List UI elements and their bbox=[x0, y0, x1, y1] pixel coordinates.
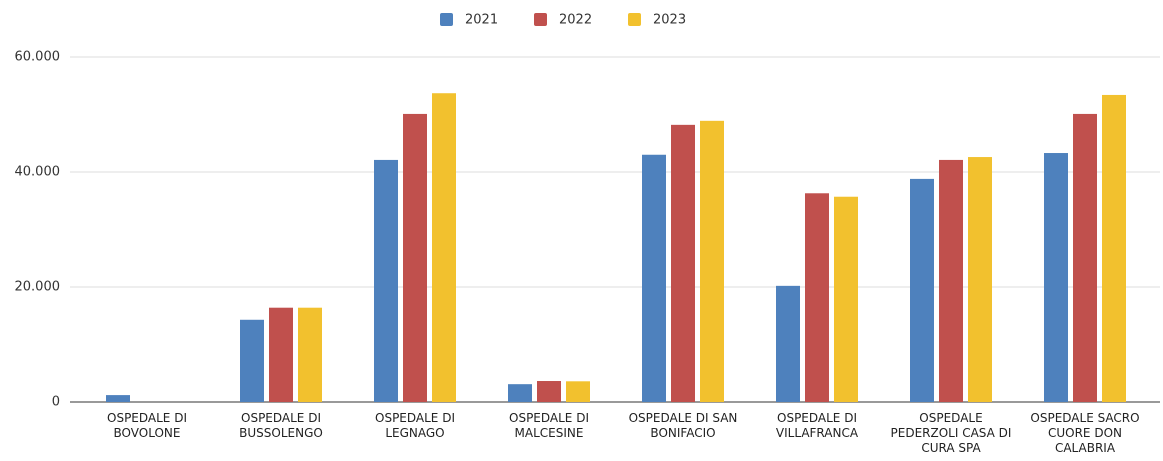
bar bbox=[106, 395, 130, 402]
legend-swatch bbox=[440, 13, 453, 26]
bar bbox=[834, 196, 858, 402]
x-tick-label: OSPEDALE DI VILLAFRANCA bbox=[775, 411, 859, 440]
x-tick-label: OSPEDALE DI MALCESINE bbox=[509, 411, 589, 440]
legend-label: 2023 bbox=[653, 13, 686, 28]
bar bbox=[1073, 113, 1097, 403]
bar bbox=[537, 381, 561, 402]
y-tick-label: 40.000 bbox=[15, 165, 61, 180]
x-tick-label: OSPEDALE DI SAN BONIFACIO bbox=[628, 411, 738, 440]
bar bbox=[403, 113, 427, 403]
y-tick-label: 0 bbox=[52, 395, 60, 410]
legend-label: 2021 bbox=[465, 13, 498, 28]
bar bbox=[240, 319, 264, 402]
y-tick-label: 20.000 bbox=[15, 280, 61, 295]
bar bbox=[269, 307, 293, 402]
bar bbox=[374, 159, 398, 402]
legend-swatch bbox=[628, 13, 641, 26]
x-tick-label: OSPEDALE SACRO CUORE DON CALABRIA bbox=[1030, 411, 1140, 455]
x-tick-label: OSPEDALE DI BOVOLONE bbox=[107, 411, 187, 440]
bar bbox=[642, 154, 666, 402]
bar bbox=[910, 178, 934, 402]
x-tick-label: OSPEDALE DI BUSSOLENGO bbox=[239, 411, 323, 440]
bar bbox=[298, 307, 322, 402]
bar bbox=[432, 93, 456, 402]
bar bbox=[805, 193, 829, 402]
x-tick-label: OSPEDALE PEDERZOLI CASA DI CURA SPA bbox=[890, 411, 1012, 455]
bar bbox=[566, 381, 590, 402]
bar bbox=[508, 384, 532, 402]
bar bbox=[671, 124, 695, 402]
bar bbox=[968, 157, 992, 402]
bar bbox=[776, 285, 800, 402]
legend-swatch bbox=[534, 13, 547, 26]
legend-label: 2022 bbox=[559, 13, 592, 28]
y-tick-label: 60.000 bbox=[15, 50, 61, 65]
bar bbox=[939, 159, 963, 402]
bar bbox=[1102, 94, 1126, 402]
bar bbox=[700, 120, 724, 402]
x-tick-label: OSPEDALE DI LEGNAGO bbox=[375, 411, 455, 440]
bar bbox=[1044, 153, 1068, 402]
